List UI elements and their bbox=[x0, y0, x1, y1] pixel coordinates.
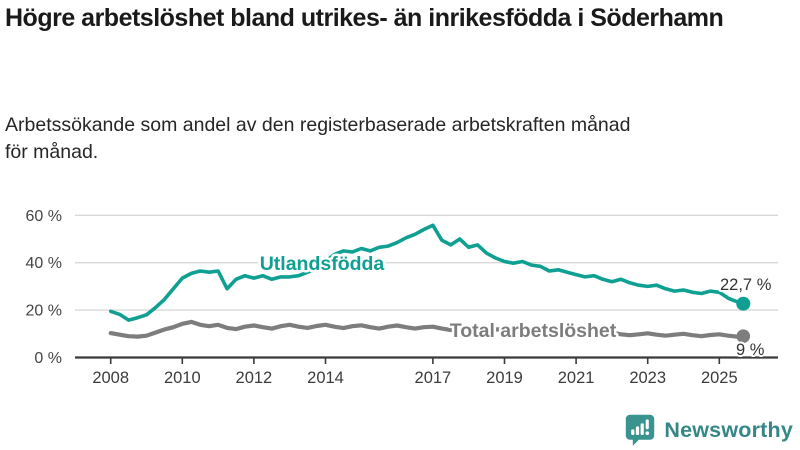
chart-subtitle: Arbetssökande som andel av den registerb… bbox=[5, 114, 631, 164]
chart-title: Högre arbetslöshet bland utrikes- än inr… bbox=[5, 4, 724, 32]
x-tick-label-2021: 2021 bbox=[558, 369, 595, 387]
series-endpoint-dot-total-arbetsloshet bbox=[736, 329, 751, 343]
newsworthy-wordmark: Newsworthy bbox=[664, 418, 793, 442]
series-label-total-arbetsloshet: Total arbetslöshet bbox=[450, 320, 617, 342]
newsworthy-logo: Newsworthy bbox=[625, 414, 793, 447]
series-label-utlandsfodda: Utlandsfödda bbox=[260, 253, 385, 275]
newsworthy-bubble-chart-icon bbox=[626, 414, 655, 446]
series-line-total-arbetsloshet bbox=[108, 319, 746, 339]
end-value-label-total-arbetsloshet: 9 % bbox=[736, 341, 765, 359]
x-tick-label-2010: 2010 bbox=[164, 369, 201, 387]
end-value-label-utlandsfodda: 22,7 % bbox=[720, 276, 772, 294]
y-tick-label-0: 0 % bbox=[34, 350, 62, 367]
series-line-utlandsfodda bbox=[108, 223, 746, 322]
y-tick-label-60: 60 % bbox=[26, 208, 62, 225]
x-tick-label-2008: 2008 bbox=[92, 369, 129, 387]
x-tick-label-2014: 2014 bbox=[307, 369, 344, 387]
y-tick-label-20: 20 % bbox=[26, 303, 62, 320]
x-tick-label-2019: 2019 bbox=[486, 369, 523, 387]
x-tick-label-2023: 2023 bbox=[629, 369, 666, 387]
series-endpoint-dot-utlandsfodda bbox=[736, 296, 751, 311]
x-tick-label-2017: 2017 bbox=[415, 369, 452, 387]
y-tick-label-40: 40 % bbox=[26, 255, 62, 272]
x-tick-label-2025: 2025 bbox=[701, 369, 738, 387]
x-tick-label-2012: 2012 bbox=[236, 369, 273, 387]
